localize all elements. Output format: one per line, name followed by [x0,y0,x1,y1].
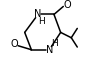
Text: H: H [51,39,58,48]
Text: O: O [10,39,18,49]
Text: O: O [63,0,71,10]
Text: N: N [46,45,53,55]
Text: H: H [38,17,45,26]
Text: N: N [34,9,42,19]
